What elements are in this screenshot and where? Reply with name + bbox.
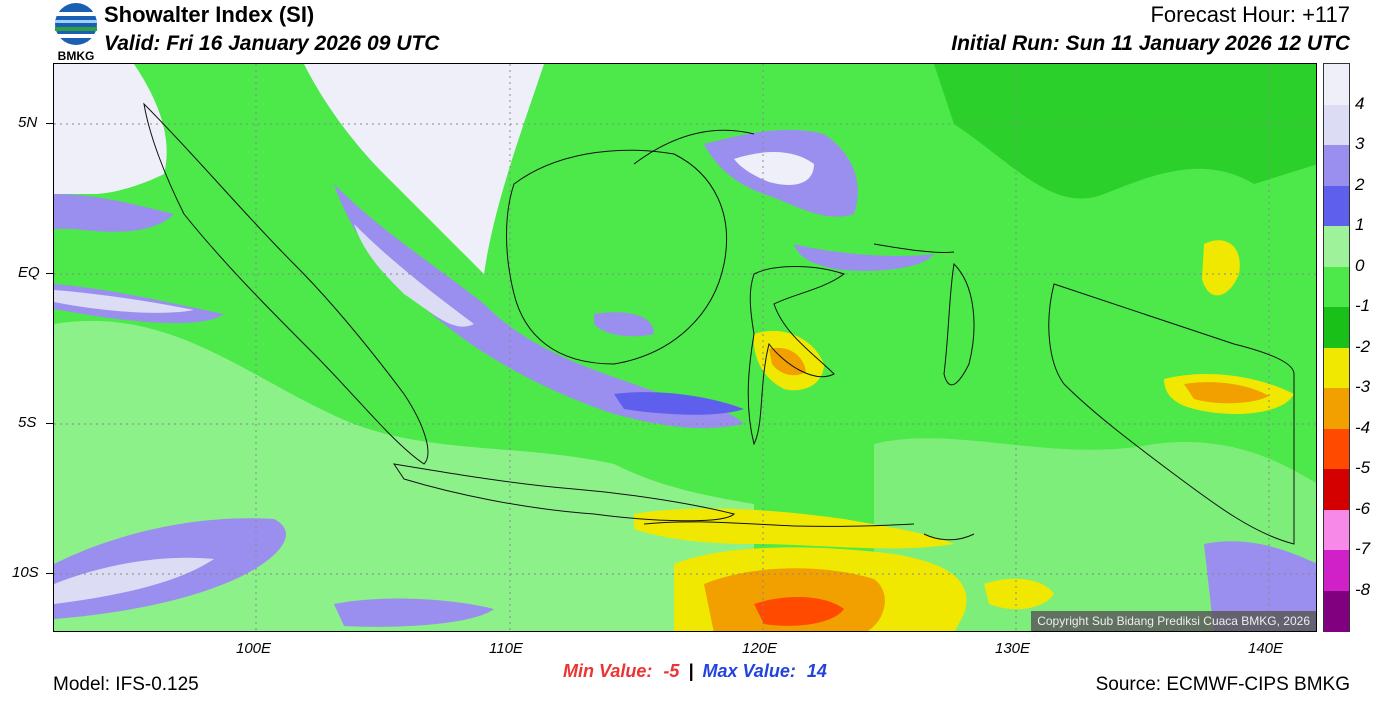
source-label: Source: ECMWF-CIPS BMKG xyxy=(1095,674,1350,695)
lat-label-10s: 10S xyxy=(12,564,39,581)
colorbar-box xyxy=(1324,104,1349,146)
valid-time: Valid: Fri 16 January 2026 09 UTC xyxy=(104,32,440,55)
colorbar-label: -1 xyxy=(1355,296,1371,315)
colorbar-label: 0 xyxy=(1355,255,1365,275)
colorbar-label: -7 xyxy=(1355,539,1371,558)
colorbar-box xyxy=(1324,145,1349,186)
colorbar-box xyxy=(1324,509,1349,551)
chart-title: Showalter Index (SI) xyxy=(104,2,315,27)
colorbar-label: 2 xyxy=(1355,174,1365,194)
lat-tick-10s xyxy=(46,573,53,574)
colorbar-box xyxy=(1324,185,1349,227)
separator: | xyxy=(688,661,694,681)
min-value: -5 xyxy=(663,661,680,681)
colorbar-box xyxy=(1324,590,1349,632)
max-value: 14 xyxy=(806,661,827,681)
max-value-label: Max Value: xyxy=(702,661,796,681)
colorbar-label: -4 xyxy=(1355,417,1371,437)
colorbar-box xyxy=(1324,307,1349,348)
colorbar-box xyxy=(1324,550,1349,591)
colorbar-label: -2 xyxy=(1355,336,1371,356)
lat-label-5s: 5S xyxy=(18,414,37,431)
lon-label-100e: 100E xyxy=(236,640,272,657)
colorbar-box xyxy=(1324,226,1349,267)
min-value-label: Min Value: xyxy=(563,661,653,681)
lon-label-130e: 130E xyxy=(995,640,1031,657)
map-canvas xyxy=(54,64,1316,631)
colorbar-label: 1 xyxy=(1355,215,1365,234)
logo-text: BMKG xyxy=(57,49,95,63)
colorbar-box xyxy=(1324,388,1349,429)
lat-label-5n: 5N xyxy=(18,114,38,131)
model-label: Model: IFS-0.125 xyxy=(53,674,199,695)
initial-run: Initial Run: Sun 11 January 2026 12 UTC xyxy=(951,32,1350,55)
colorbar-label: 4 xyxy=(1355,93,1365,113)
colorbar-box xyxy=(1324,266,1349,308)
lat-tick-eq xyxy=(46,273,53,274)
colorbar-label: -8 xyxy=(1355,579,1371,599)
lat-tick-5s xyxy=(46,423,53,424)
colorbar-box xyxy=(1324,469,1349,510)
forecast-hour: Forecast Hour: +117 xyxy=(1150,2,1350,27)
colorbar-label: 3 xyxy=(1355,134,1365,153)
showalter-index-map[interactable]: Copyright Sub Bidang Prediksi Cuaca BMKG… xyxy=(53,63,1317,632)
colorbar xyxy=(1323,63,1350,632)
lon-label-140e: 140E xyxy=(1248,640,1284,657)
bmkg-logo: BMKG xyxy=(52,2,100,63)
colorbar-label: -6 xyxy=(1355,498,1371,518)
colorbar-label: -5 xyxy=(1355,458,1371,477)
colorbar-box xyxy=(1324,64,1349,105)
copyright-notice: Copyright Sub Bidang Prediksi Cuaca BMKG… xyxy=(1031,611,1316,631)
colorbar-label: -3 xyxy=(1355,377,1371,396)
colorbar-box xyxy=(1324,347,1349,389)
lat-label-eq: EQ xyxy=(18,264,40,281)
colorbar-box xyxy=(1324,428,1349,470)
lon-label-120e: 120E xyxy=(742,640,778,657)
min-max-values: Min Value: -5 | Max Value: 14 xyxy=(563,661,827,682)
lon-label-110e: 110E xyxy=(489,640,523,657)
lat-tick-5n xyxy=(46,123,53,124)
bmkg-logo-icon xyxy=(55,3,97,45)
